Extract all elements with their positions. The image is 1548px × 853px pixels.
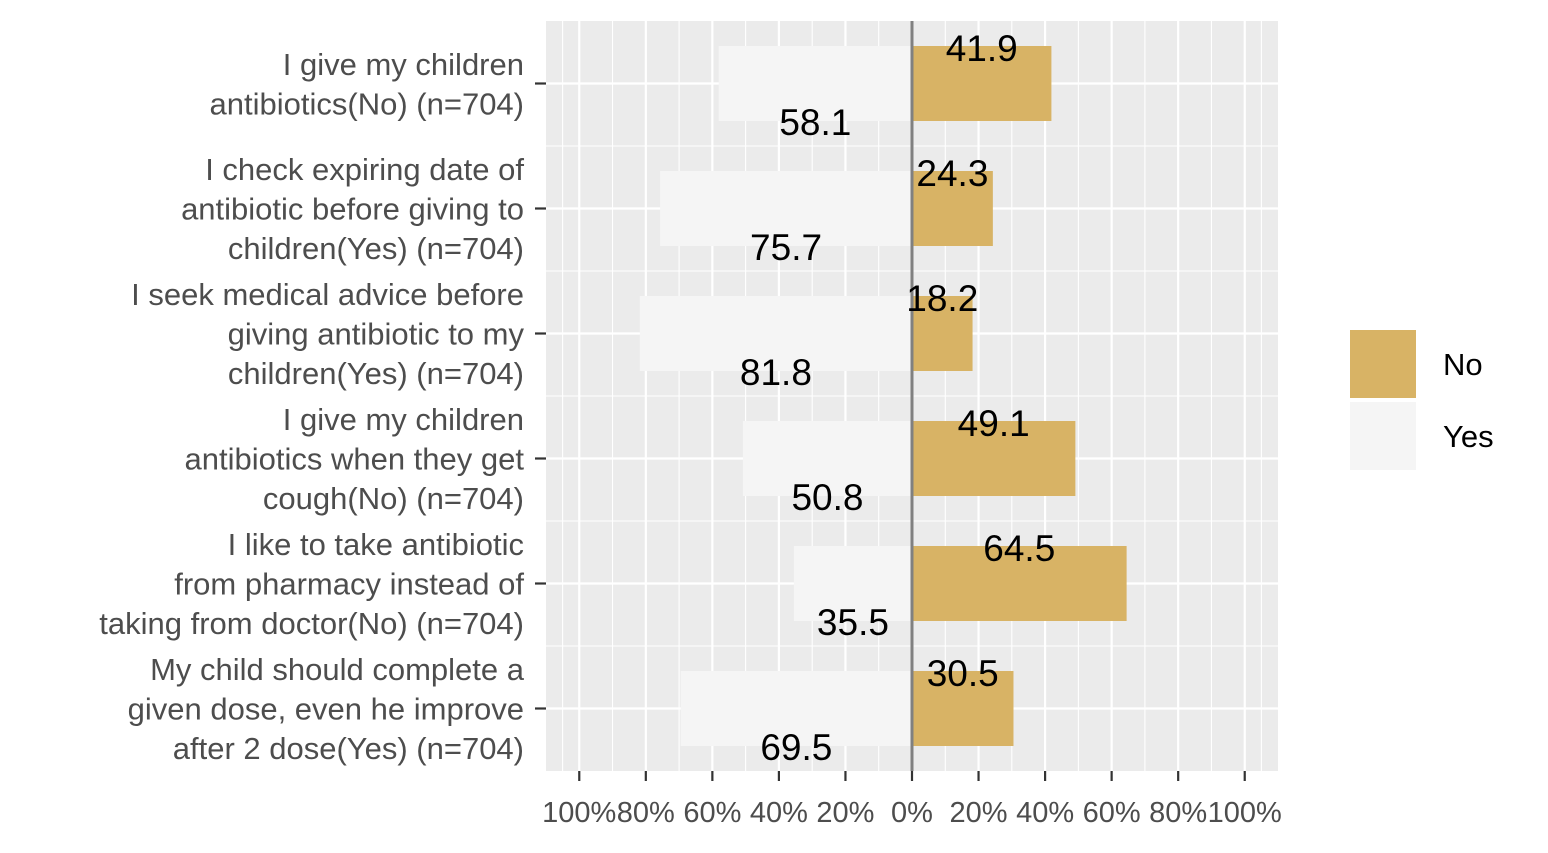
x-tick-label: 80% <box>617 797 675 829</box>
data-label-yes-4: 35.5 <box>817 602 889 643</box>
category-label-line: I like to take antibiotic <box>228 527 524 562</box>
category-label-line: after 2 dose(Yes) (n=704) <box>173 731 524 766</box>
data-label-no-1: 24.3 <box>916 153 988 194</box>
x-tick-label: 60% <box>683 797 741 829</box>
category-label-line: I give my children <box>283 47 524 82</box>
bar-yes-5 <box>680 671 912 746</box>
bar-yes-2 <box>639 296 912 371</box>
category-label-line: giving antibiotic to my <box>228 317 525 352</box>
bar-no-0 <box>912 46 1052 121</box>
category-label-line: My child should complete a <box>150 652 525 687</box>
legend-label-yes: Yes <box>1443 419 1494 454</box>
data-label-no-2: 18.2 <box>906 278 978 319</box>
category-label-line: antibiotics when they get <box>185 442 525 477</box>
category-label-5: My child should complete a given dose, ev… <box>128 652 525 766</box>
x-tick-label: 20% <box>816 797 874 829</box>
x-tick-label: 100% <box>1208 797 1282 829</box>
x-tick-label: 40% <box>1016 797 1074 829</box>
bar-no-1 <box>912 171 993 246</box>
x-tick-label: 60% <box>1083 797 1141 829</box>
y-axis: I give my children antibiotics(No) (n=704… <box>99 47 546 766</box>
data-label-no-3: 49.1 <box>958 403 1030 444</box>
data-label-yes-5: 69.5 <box>760 727 832 768</box>
category-label-0: I give my children antibiotics(No) (n=704… <box>210 47 524 122</box>
x-tick-label: 100% <box>542 797 616 829</box>
data-label-no-5: 30.5 <box>927 653 999 694</box>
x-tick-label: 40% <box>750 797 808 829</box>
data-labels: 41.9 24.3 18.2 49.1 64.5 30.5 58.1 75.7 81.8 50.8… <box>740 28 1055 768</box>
bar-no-4 <box>912 546 1127 621</box>
bar-yes-0 <box>718 46 912 121</box>
category-label-line: antibiotics(No) (n=704) <box>210 86 524 121</box>
category-label-line: cough(No) (n=704) <box>263 481 524 516</box>
category-label-line: taking from doctor(No) (n=704) <box>99 606 524 641</box>
legend: No Yes <box>1348 328 1494 472</box>
data-label-yes-1: 75.7 <box>750 227 822 268</box>
data-label-yes-2: 81.8 <box>740 352 812 393</box>
x-tick-label: 0% <box>891 797 933 829</box>
bar-no-5 <box>912 671 1014 746</box>
category-label-line: antibiotic before giving to <box>181 192 524 227</box>
bar-yes-4 <box>793 546 912 621</box>
bar-no-2 <box>912 296 973 371</box>
category-label-line: I seek medical advice before <box>131 277 524 312</box>
legend-key-yes <box>1348 400 1418 472</box>
category-label-line: children(Yes) (n=704) <box>228 356 524 391</box>
x-tick-label: 20% <box>950 797 1008 829</box>
category-label-line: I check expiring date of <box>205 152 524 187</box>
bar-yes-3 <box>742 421 912 496</box>
category-label-2: I seek medical advice before giving antib… <box>131 277 524 391</box>
data-label-yes-0: 58.1 <box>779 102 851 143</box>
legend-label-no: No <box>1443 347 1483 382</box>
category-label-line: children(Yes) (n=704) <box>228 231 524 266</box>
x-axis: 100% 80% 60% 40% 20% 0% 20% 40% 60% 80% 100% <box>542 771 1282 829</box>
data-label-no-0: 41.9 <box>946 28 1018 69</box>
category-label-line: from pharmacy instead of <box>174 567 524 602</box>
category-label-line: I give my children <box>283 402 524 437</box>
data-label-yes-3: 50.8 <box>791 477 863 518</box>
data-label-no-4: 64.5 <box>983 528 1055 569</box>
category-label-1: I check expiring date of antibiotic befor… <box>181 152 524 266</box>
category-label-line: given dose, even he improve <box>128 692 524 727</box>
legend-key-no <box>1348 328 1418 400</box>
category-label-3: I give my children antibiotics when they … <box>185 402 525 516</box>
x-tick-label: 80% <box>1149 797 1207 829</box>
category-label-4: I like to take antibiotic from pharmacy i… <box>99 527 524 641</box>
bar-yes-1 <box>660 171 912 246</box>
bar-no-3 <box>912 421 1076 496</box>
bars <box>639 46 1127 746</box>
